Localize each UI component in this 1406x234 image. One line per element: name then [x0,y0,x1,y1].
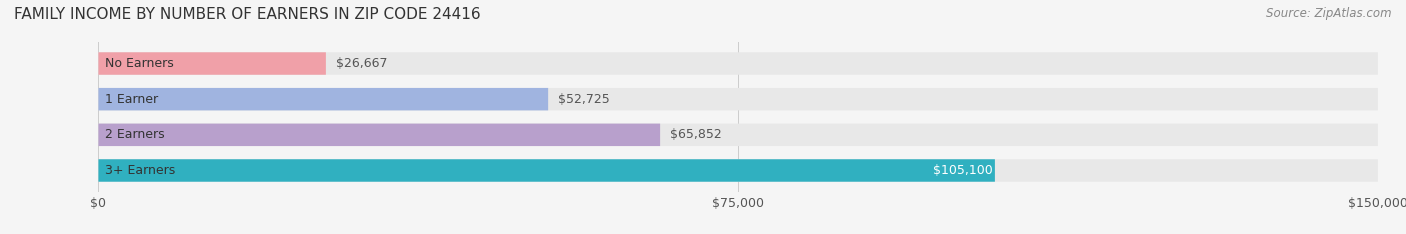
Text: No Earners: No Earners [105,57,173,70]
Text: $105,100: $105,100 [932,164,993,177]
Text: Source: ZipAtlas.com: Source: ZipAtlas.com [1267,7,1392,20]
FancyBboxPatch shape [98,88,1378,110]
FancyBboxPatch shape [98,159,995,182]
FancyBboxPatch shape [98,159,1378,182]
FancyBboxPatch shape [98,52,326,75]
Text: FAMILY INCOME BY NUMBER OF EARNERS IN ZIP CODE 24416: FAMILY INCOME BY NUMBER OF EARNERS IN ZI… [14,7,481,22]
FancyBboxPatch shape [98,52,1378,75]
Text: 1 Earner: 1 Earner [105,93,157,106]
Text: 2 Earners: 2 Earners [105,128,165,141]
Text: $65,852: $65,852 [671,128,723,141]
FancyBboxPatch shape [98,88,548,110]
Text: $52,725: $52,725 [558,93,610,106]
FancyBboxPatch shape [98,124,661,146]
Text: $26,667: $26,667 [336,57,388,70]
FancyBboxPatch shape [98,124,1378,146]
Text: 3+ Earners: 3+ Earners [105,164,176,177]
